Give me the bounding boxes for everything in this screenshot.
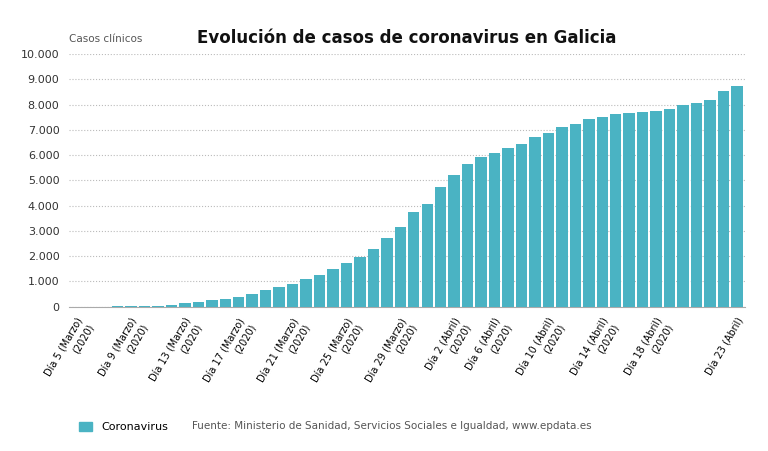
Bar — [260, 290, 271, 307]
Bar — [556, 127, 568, 307]
Bar — [690, 103, 702, 307]
Bar — [125, 306, 137, 307]
Bar — [179, 304, 190, 307]
Bar — [529, 137, 541, 307]
Bar — [570, 124, 581, 307]
Bar — [637, 112, 648, 307]
Bar — [488, 152, 500, 307]
Bar — [597, 116, 608, 307]
Bar — [247, 294, 258, 307]
Bar — [408, 212, 419, 307]
Bar — [152, 306, 164, 307]
Bar — [610, 115, 621, 307]
Bar — [193, 302, 204, 307]
Bar — [327, 269, 339, 307]
Bar — [475, 157, 487, 307]
Bar — [583, 119, 594, 307]
Bar — [650, 110, 662, 307]
Bar — [220, 299, 231, 307]
Bar — [435, 187, 446, 307]
Bar — [718, 91, 729, 307]
Bar — [624, 113, 635, 307]
Legend: Coronavirus: Coronavirus — [74, 417, 173, 437]
Bar — [731, 87, 743, 307]
Bar — [543, 133, 554, 307]
Bar — [368, 249, 379, 307]
Text: Casos clínicos: Casos clínicos — [69, 34, 143, 44]
Bar — [166, 305, 177, 307]
Text: Fuente: Ministerio de Sanidad, Servicios Sociales e Igualdad, www.epdata.es: Fuente: Ministerio de Sanidad, Servicios… — [192, 421, 591, 431]
Bar — [502, 147, 514, 307]
Bar — [287, 284, 298, 307]
Bar — [395, 227, 406, 307]
Bar — [449, 175, 460, 307]
Title: Evolución de casos de coronavirus en Galicia: Evolución de casos de coronavirus en Gal… — [197, 29, 617, 47]
Bar — [300, 279, 312, 307]
Bar — [139, 306, 151, 307]
Bar — [354, 258, 366, 307]
Bar — [314, 275, 326, 307]
Bar — [462, 164, 473, 307]
Bar — [273, 287, 285, 307]
Bar — [381, 239, 392, 307]
Bar — [233, 297, 244, 307]
Bar — [677, 105, 689, 307]
Bar — [422, 204, 433, 307]
Bar — [206, 300, 217, 307]
Bar — [341, 263, 353, 307]
Bar — [704, 100, 716, 307]
Bar — [516, 144, 527, 307]
Bar — [664, 109, 675, 307]
